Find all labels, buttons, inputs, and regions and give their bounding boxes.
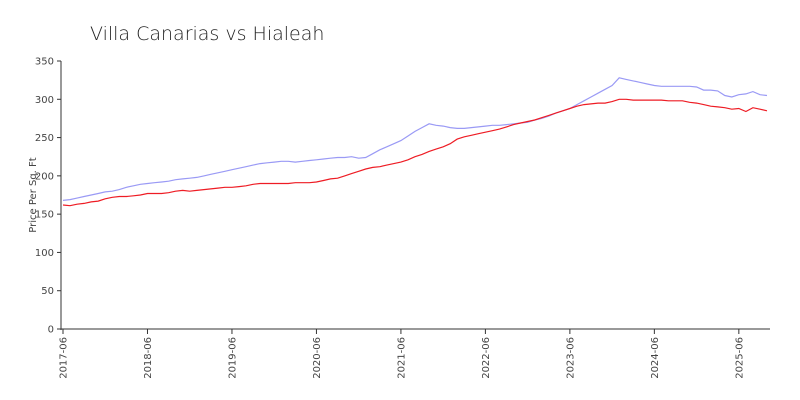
x-tick-label: 2019-06 [227, 337, 238, 379]
x-tick-label: 2022-06 [481, 337, 492, 379]
x-tick-label: 2017-06 [59, 337, 70, 379]
y-tick-label: 200 [35, 171, 54, 182]
x-tick-label: 2021-06 [396, 337, 407, 379]
x-tick-label: 2024-06 [650, 337, 661, 379]
y-axis-label: Price Per Sq. Ft [28, 157, 39, 232]
y-tick-label: 0 [48, 325, 54, 336]
y-tick-label: 100 [35, 248, 54, 259]
series-line [62, 77, 768, 201]
y-tick-label: 50 [41, 286, 54, 297]
y-tick-label: 150 [35, 210, 54, 221]
y-tick-label: 250 [35, 133, 54, 144]
y-tick-label: 300 [35, 95, 54, 106]
x-tick-label: 2025-06 [734, 337, 745, 379]
y-tick-label: 350 [35, 57, 54, 68]
x-tick-label: 2020-06 [312, 337, 323, 379]
x-tick-label: 2023-06 [565, 337, 576, 379]
chart-title: Villa Canarias vs Hialeah [90, 23, 324, 45]
x-tick-label: 2018-06 [143, 337, 154, 379]
series-line [62, 98, 768, 207]
